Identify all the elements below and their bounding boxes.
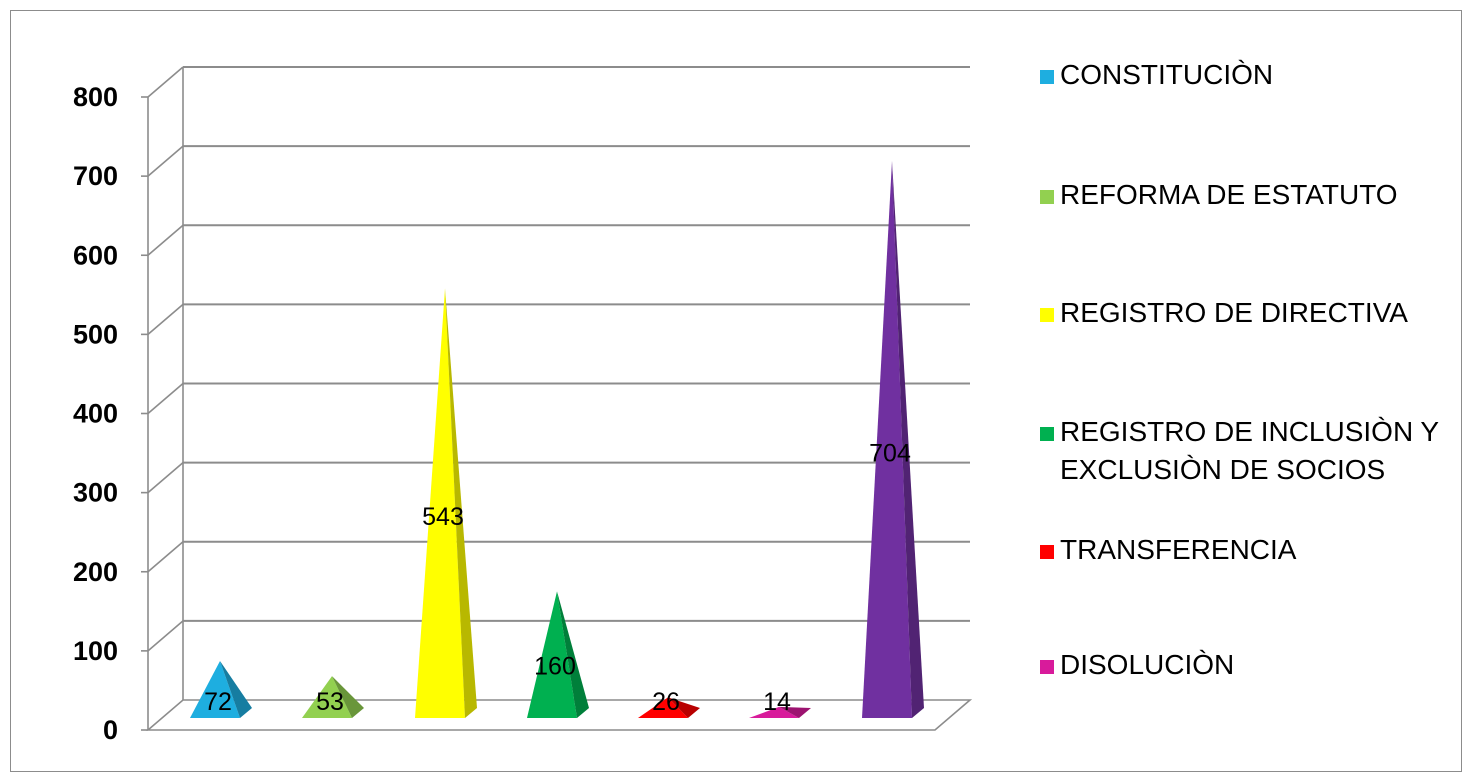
legend-item: REGISTRO DE INCLUSIÒN Y EXCLUSIÒN DE SOC… [1040,413,1439,489]
data-label: 26 [652,688,680,716]
data-label: 543 [422,503,464,531]
legend-item: TRANSFERENCIA [1040,531,1296,569]
gridline-diagonal [147,462,184,494]
legend-item: REGISTRO DE DIRECTIVA [1040,294,1408,332]
chart-walls [145,66,973,731]
legend-swatch [1040,308,1054,322]
data-label: 704 [869,439,911,467]
pyramid-side-face [557,591,589,718]
gridline-diagonal [147,224,184,256]
pyramid-front-face [415,288,465,718]
gridline-diagonal [147,541,184,573]
pyramid-front-face [862,160,912,718]
pyramid-front-face [302,676,352,718]
data-labels: 72 53 543 160 26 14 704 [204,439,911,716]
pyramid-bar [415,288,477,718]
legend-item: DISOLUCIÒN [1040,646,1234,684]
chart-frame [10,10,1462,772]
legend-label: REFORMA DE ESTATUTO [1060,179,1398,210]
data-label: 14 [763,688,791,716]
data-label: 53 [316,688,344,716]
data-label: 72 [204,688,232,716]
gridline-diagonal [147,382,184,415]
y-tick-label: 100 [73,636,118,666]
pyramid-bar [527,591,589,718]
legend-swatch [1040,545,1054,559]
pyramid-front-face [190,661,240,718]
pyramid-front-face [638,697,688,718]
legend-swatch [1040,190,1054,204]
y-tick-label: 200 [73,557,118,587]
pyramid-side-face [220,661,252,718]
y-tick-label: 600 [73,240,118,270]
legend-swatch [1040,660,1054,674]
y-tick-label: 500 [73,319,118,349]
gridline-diagonal [147,66,184,98]
pyramid-bar [749,706,811,718]
y-tick-label: 700 [73,161,118,191]
y-tick-label: 400 [73,399,118,429]
legend-item: REFORMA DE ESTATUTO [1040,176,1398,214]
pyramid-bar [302,676,364,718]
pyramid-side-face [445,288,477,718]
pyramid-side-face [332,676,364,718]
legend-label: REGISTRO DE INCLUSIÒN Y EXCLUSIÒN DE SOC… [1060,416,1440,485]
pyramid-bar [190,661,252,718]
legend-swatch [1040,70,1054,84]
chart-bars [190,160,924,718]
gridline-diagonal [147,620,184,652]
legend-label: DISOLUCIÒN [1060,649,1235,680]
pyramid-side-face [668,697,700,718]
legend-item: CONSTITUCIÒN [1040,56,1273,94]
y-tick-label: 800 [73,82,118,112]
legend-swatch [1040,427,1054,441]
legend-label: REGISTRO DE DIRECTIVA [1060,297,1408,328]
pyramid-side-face [892,160,924,718]
y-tick-label: 300 [73,478,118,508]
pyramid-side-face [779,706,811,718]
gridline-diagonal [147,145,184,177]
chart-floor [145,699,973,731]
pyramid-bar [862,160,924,718]
pyramid-bar [638,697,700,718]
pyramid-front-face [527,591,577,718]
gridline-diagonal [147,303,184,335]
legend-label: CONSTITUCIÒN [1060,59,1274,90]
y-tick-label: 0 [103,715,118,745]
pyramid-front-face [749,706,799,718]
y-axis: 0 100 200 300 400 500 600 700 800 [73,82,149,745]
data-label: 160 [534,653,576,681]
legend-label: TRANSFERENCIA [1060,534,1297,565]
